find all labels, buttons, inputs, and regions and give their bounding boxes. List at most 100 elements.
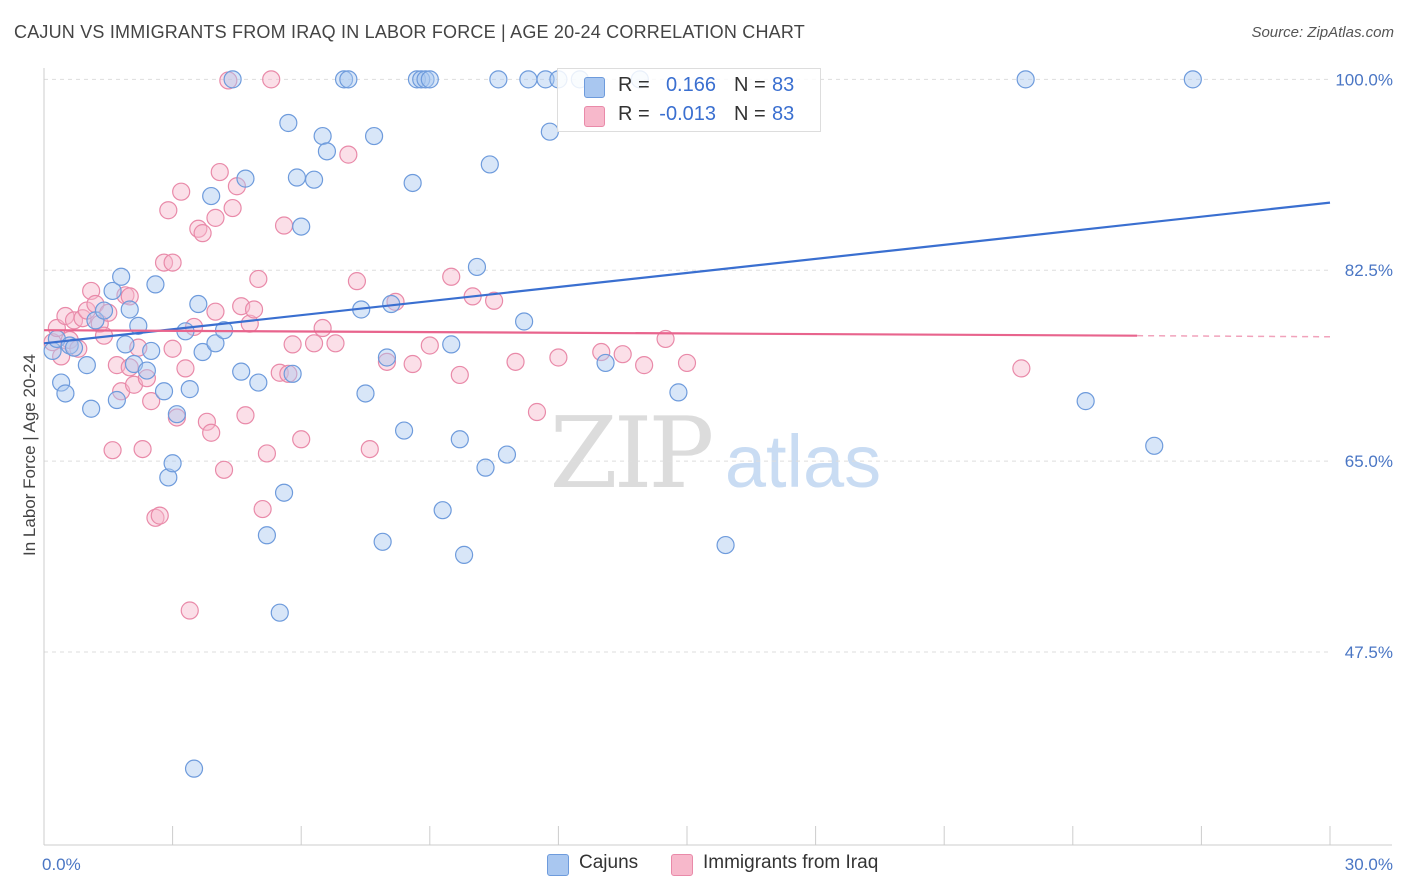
- cajun-point: [82, 399, 101, 418]
- bottom-legend-label-cajuns: Cajuns: [579, 852, 639, 873]
- axes: [43, 68, 1392, 846]
- cajun-point: [279, 113, 298, 133]
- iraq-point: [1012, 359, 1031, 378]
- cajun-point: [154, 382, 174, 401]
- legend-n-label: N =: [734, 103, 766, 125]
- legend-row-iraq: R = -0.013 N = 83: [558, 100, 820, 130]
- x-tick-labels: 0.0% 30.0%: [42, 855, 1393, 874]
- cajun-point: [107, 390, 126, 410]
- iraq-point: [150, 506, 169, 525]
- iraq-point: [249, 269, 268, 289]
- cajun-point: [450, 430, 469, 449]
- trend-lines: [43, 201, 1331, 345]
- iraq-point: [214, 460, 234, 479]
- cajun-point: [206, 334, 225, 353]
- iraq-point: [403, 354, 422, 374]
- y-tick-label: 82.5%: [1345, 261, 1393, 280]
- cajun-point: [223, 70, 242, 89]
- legend-r-value: -0.013: [659, 103, 716, 125]
- iraq-point: [592, 342, 611, 362]
- legend-n-value: 83: [772, 74, 795, 96]
- cajun-point: [373, 532, 392, 551]
- cajun-point: [236, 169, 255, 188]
- cajun-point: [442, 335, 461, 354]
- iraq-point: [450, 365, 469, 385]
- iraq-point: [206, 208, 225, 227]
- legend-n-value: 83: [772, 103, 795, 125]
- bottom-legend-label-iraq: Immigrants from Iraq: [703, 852, 879, 873]
- cajun-point: [270, 603, 289, 622]
- cajun-point: [1076, 392, 1095, 411]
- cajun-point: [364, 126, 384, 146]
- y-tick-label: 100.0%: [1335, 70, 1393, 89]
- cajun-point: [454, 545, 474, 564]
- cajun-point: [287, 168, 307, 187]
- cajun-point: [159, 468, 178, 487]
- iraq-point: [103, 441, 122, 460]
- cajun-point: [180, 380, 199, 399]
- iraq-point: [420, 336, 439, 355]
- cajun-point: [137, 361, 156, 380]
- cajun-point: [146, 275, 165, 294]
- cajun-point: [257, 526, 277, 545]
- iraq-point: [223, 198, 242, 218]
- cajun-point: [103, 281, 122, 301]
- cajun-point: [497, 445, 517, 464]
- cajun-point: [433, 501, 452, 520]
- cajun-point: [120, 300, 139, 319]
- cajun-point: [416, 70, 435, 89]
- cajun-point: [56, 384, 75, 403]
- y-tick-labels: 47.5% 65.0% 82.5% 100.0%: [1335, 70, 1393, 662]
- iraq-point: [549, 348, 568, 367]
- legend-row-cajuns: R = 0.166 N = 83: [558, 71, 820, 101]
- cajun-point: [193, 342, 212, 362]
- iraq-point: [180, 601, 199, 620]
- cajun-point: [377, 348, 397, 367]
- iraq-point: [206, 302, 225, 321]
- cajun-point: [232, 362, 251, 381]
- iraq-point: [485, 291, 504, 310]
- cajun-point: [716, 535, 735, 555]
- iraq-point: [244, 300, 264, 319]
- iraq-point: [262, 70, 281, 89]
- iraq-point: [210, 162, 229, 182]
- iraq-point: [133, 439, 152, 459]
- iraq-point: [527, 402, 547, 422]
- legend-swatch-iraq: [584, 106, 605, 127]
- cajun-point: [334, 70, 354, 89]
- legend-r-label: R =: [618, 74, 650, 96]
- cajun-point: [467, 257, 487, 277]
- iraq-point: [253, 499, 272, 519]
- cajun-point: [94, 301, 114, 320]
- cajun-point: [1145, 436, 1164, 455]
- cajun-point: [394, 421, 414, 440]
- cajun-point: [1183, 70, 1202, 89]
- legend: R = 0.166 N = 83 R = -0.013 N = 83: [557, 68, 821, 132]
- cajun-point: [52, 373, 71, 392]
- cajun-point: [77, 356, 96, 375]
- iraq-point: [163, 253, 182, 272]
- cajun-point: [167, 405, 186, 424]
- cajun-point: [403, 173, 422, 193]
- watermark-zip: ZIP: [550, 397, 712, 511]
- source-label: Source: ZipAtlas.com: [1251, 24, 1394, 41]
- cajun-point: [274, 483, 294, 502]
- cajun-point: [476, 458, 495, 477]
- cajun-point: [356, 384, 375, 403]
- cajun-point: [202, 186, 221, 206]
- cajun-point: [540, 122, 559, 141]
- bottom-legend-swatch-iraq: [671, 854, 693, 876]
- cajun-points: [43, 70, 1202, 778]
- cajun-point: [249, 373, 268, 392]
- iraq-point: [159, 201, 178, 220]
- iraq-point: [279, 364, 298, 383]
- legend-r-value: 0.166: [665, 74, 716, 96]
- cajun-point: [313, 126, 332, 146]
- cajun-point: [536, 70, 555, 89]
- iraq-point: [236, 406, 255, 425]
- cajun-point: [116, 335, 135, 354]
- cajun-point: [515, 312, 534, 331]
- cajun-point: [317, 142, 337, 161]
- iraq-point: [202, 423, 221, 442]
